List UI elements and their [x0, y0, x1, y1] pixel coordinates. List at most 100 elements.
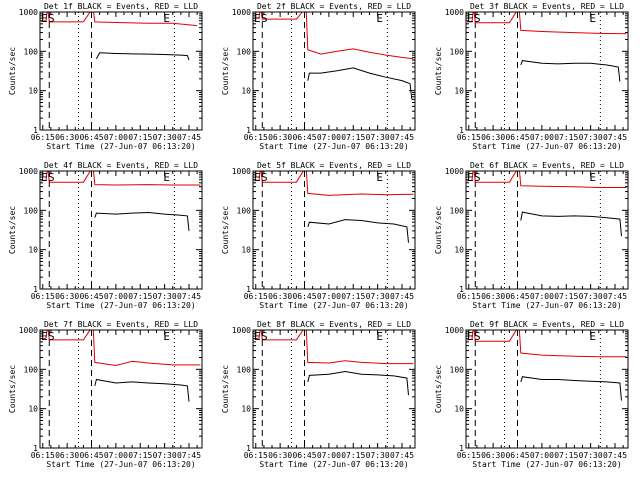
flag-label: E: [254, 12, 261, 25]
panel-1: Det 1f BLACK = Events, RED = LLD 1 10 100 10…: [8, 2, 203, 151]
flag-label: S: [48, 12, 55, 25]
x-tick-label: 06:30: [55, 451, 79, 460]
plot-frame: [465, 329, 629, 449]
x-tick-label: 07:45: [177, 451, 201, 460]
y-tick-label: 10: [28, 246, 38, 255]
x-axis-label: Start Time (27-Jun-07 06:13:20): [259, 142, 408, 151]
x-axis-label: Start Time (27-Jun-07 06:13:20): [472, 460, 621, 469]
y-axis-label: Counts/sec: [221, 47, 230, 95]
flag-label: E: [163, 171, 170, 184]
x-tick-label: 07:00: [530, 292, 554, 301]
y-tick-label: 1: [246, 285, 251, 294]
flag-label: S: [48, 171, 55, 184]
y-tick-label: 1: [246, 444, 251, 453]
panel-5: Det 5f BLACK = Events, RED = LLD 1 10 100 10…: [221, 161, 416, 310]
x-tick-label: 07:30: [366, 451, 390, 460]
y-axis-label: Counts/sec: [221, 206, 230, 254]
series-group: [467, 171, 627, 237]
flag-label: E: [41, 171, 48, 184]
y-tick-label: 100: [450, 206, 465, 215]
x-tick-label: 07:30: [579, 292, 603, 301]
x-tick-label: 06:15: [457, 292, 481, 301]
flag-label: E: [163, 330, 170, 343]
x-tick-label: 07:15: [554, 292, 578, 301]
y-tick-label: 100: [24, 365, 39, 374]
x-tick-label: 06:15: [457, 451, 481, 460]
y-tick-label: 100: [450, 47, 465, 56]
events-series-line: [520, 376, 622, 401]
x-tick-label: 06:45: [505, 133, 529, 142]
x-tick-label: 07:00: [317, 133, 341, 142]
x-tick-label: 07:00: [104, 451, 128, 460]
x-tick-label: 06:30: [481, 292, 505, 301]
x-tick-label: 07:15: [128, 451, 152, 460]
x-tick-label: 06:30: [481, 133, 505, 142]
x-axis-label: Start Time (27-Jun-07 06:13:20): [472, 142, 621, 151]
lld-series-line: [467, 12, 627, 35]
y-tick-label: 1: [459, 444, 464, 453]
y-tick-label: 1000: [232, 167, 251, 176]
x-tick-label: 07:00: [104, 292, 128, 301]
x-tick-label: 06:45: [79, 292, 103, 301]
x-tick-label: 06:15: [244, 292, 268, 301]
panel-2: Det 2f BLACK = Events, RED = LLD 1 10 100 10…: [221, 2, 416, 151]
x-tick-label: 06:15: [457, 133, 481, 142]
lld-series-line: [41, 330, 201, 367]
x-tick-label: 07:00: [317, 292, 341, 301]
panel-title: Det 2f BLACK = Events, RED = LLD: [257, 2, 411, 11]
flag-label: S: [261, 330, 268, 343]
x-tick-label: 06:45: [79, 133, 103, 142]
flag-label: S: [474, 12, 481, 25]
panel-title: Det 7f BLACK = Events, RED = LLD: [44, 320, 198, 329]
y-axis-label: Counts/sec: [434, 206, 443, 254]
y-axis-label: Counts/sec: [8, 206, 17, 254]
series-group: [41, 171, 201, 231]
flag-label: S: [48, 330, 55, 343]
y-tick-label: 1000: [445, 167, 464, 176]
x-axis-label: Start Time (27-Jun-07 06:13:20): [46, 301, 195, 310]
panel-6: Det 6f BLACK = Events, RED = LLD 1 10 100 10…: [434, 161, 629, 310]
flag-label: E: [467, 12, 474, 25]
events-series-line: [95, 52, 190, 61]
y-tick-label: 1000: [19, 8, 38, 17]
x-axis-label: Start Time (27-Jun-07 06:13:20): [259, 301, 408, 310]
y-tick-label: 10: [241, 87, 251, 96]
panel-title: Det 6f BLACK = Events, RED = LLD: [470, 161, 624, 170]
x-tick-label: 07:45: [603, 292, 627, 301]
lld-series-line: [254, 12, 414, 60]
x-tick-label: 07:00: [317, 451, 341, 460]
series-group: [254, 171, 414, 243]
y-tick-label: 1000: [445, 8, 464, 17]
y-tick-label: 1: [33, 444, 38, 453]
flag-label: S: [261, 12, 268, 25]
y-tick-label: 100: [237, 206, 252, 215]
panel-8: Det 8f BLACK = Events, RED = LLD 1 10 100 10…: [221, 320, 416, 469]
flag-label: S: [474, 330, 481, 343]
x-tick-label: 06:45: [505, 451, 529, 460]
y-tick-label: 1: [459, 126, 464, 135]
y-axis-label: Counts/sec: [221, 365, 230, 413]
y-tick-label: 1: [33, 285, 38, 294]
x-tick-label: 07:15: [554, 451, 578, 460]
flag-label: E: [254, 171, 261, 184]
panel-9: Det 9f BLACK = Events, RED = LLD 1 10 100 10…: [434, 320, 629, 469]
y-tick-label: 100: [237, 47, 252, 56]
y-tick-label: 10: [28, 405, 38, 414]
x-axis-label: Start Time (27-Jun-07 06:13:20): [46, 460, 195, 469]
x-tick-label: 06:30: [268, 292, 292, 301]
x-tick-label: 07:45: [177, 133, 201, 142]
y-axis-label: Counts/sec: [434, 47, 443, 95]
x-tick-label: 07:30: [153, 133, 177, 142]
x-tick-label: 07:00: [530, 451, 554, 460]
panel-3: Det 3f BLACK = Events, RED = LLD 1 10 100 10…: [434, 2, 629, 151]
flag-label: E: [41, 12, 48, 25]
series-group: [254, 330, 414, 396]
y-tick-label: 1: [33, 126, 38, 135]
x-tick-label: 07:45: [603, 133, 627, 142]
y-axis-label: Counts/sec: [8, 365, 17, 413]
x-tick-label: 07:15: [128, 292, 152, 301]
y-axis-label: Counts/sec: [8, 47, 17, 95]
x-tick-label: 06:30: [268, 451, 292, 460]
y-tick-label: 1000: [445, 326, 464, 335]
y-tick-label: 100: [450, 365, 465, 374]
